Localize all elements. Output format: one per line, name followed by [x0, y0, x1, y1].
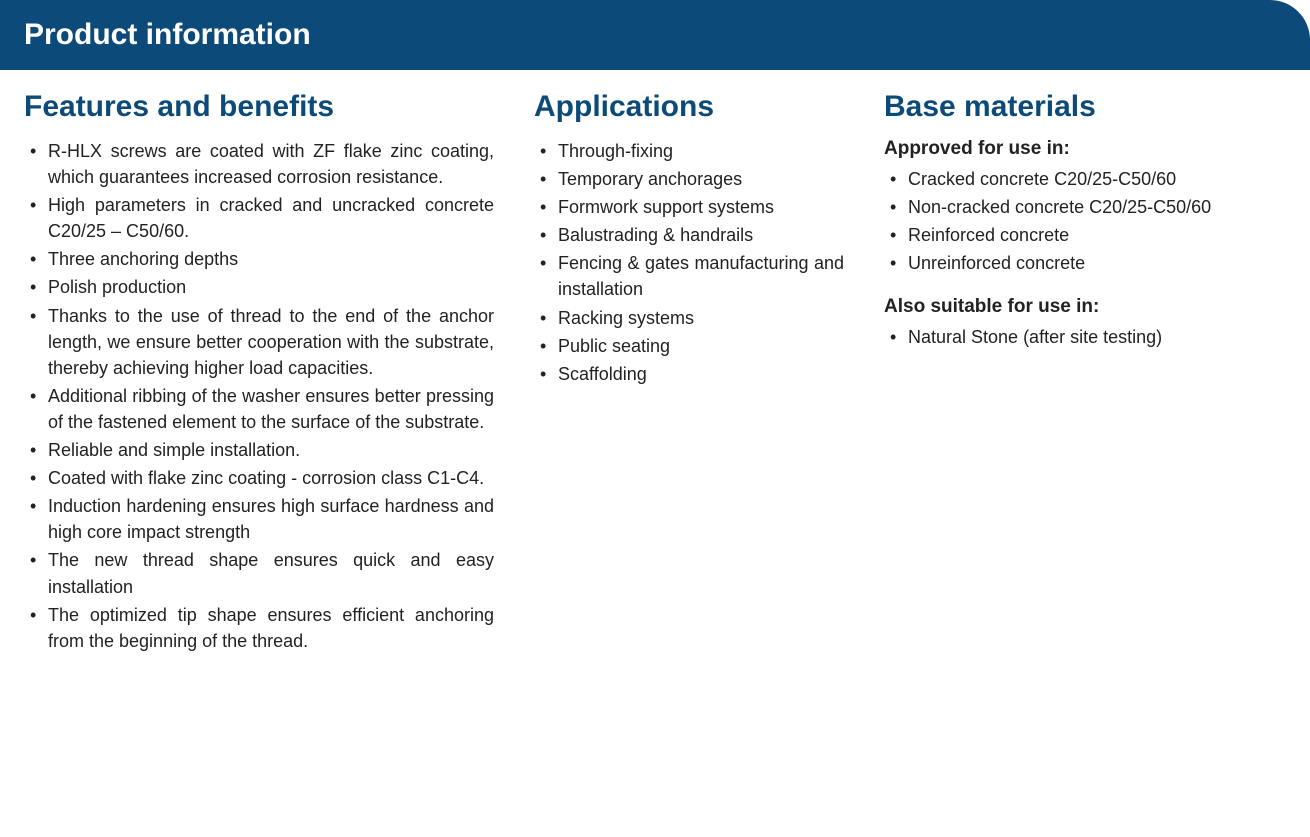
- list-item: Scaffolding: [534, 361, 844, 387]
- features-column: Features and benefits R-HLX screws are c…: [24, 90, 494, 656]
- list-item: Formwork support systems: [534, 194, 844, 220]
- approved-list: Cracked concrete C20/25-C50/60 Non-crack…: [884, 166, 1224, 276]
- list-item: R-HLX screws are coated with ZF flake zi…: [24, 138, 494, 190]
- list-item: Three anchoring depths: [24, 246, 494, 272]
- list-item: Unreinforced concrete: [884, 250, 1224, 276]
- list-item: Natural Stone (after site te­sting): [884, 324, 1224, 350]
- list-item: The new thread shape ensures quick and e…: [24, 547, 494, 599]
- approved-label: Approved for use in:: [884, 138, 1224, 160]
- list-item: Reinforced concrete: [884, 222, 1224, 248]
- list-item: Balustrading & handrails: [534, 222, 844, 248]
- list-item: Public seating: [534, 333, 844, 359]
- features-list: R-HLX screws are coated with ZF flake zi…: [24, 138, 494, 654]
- list-item: Induction hardening ensures high surface…: [24, 493, 494, 545]
- header-bar: Product information: [0, 0, 1310, 70]
- base-materials-title: Base materials: [884, 90, 1224, 124]
- list-item: Coated with flake zinc coating - corrosi…: [24, 465, 494, 491]
- list-item: High parameters in cracked and uncracked…: [24, 192, 494, 244]
- list-item: Additional ribbing of the washer ensures…: [24, 383, 494, 435]
- suitable-label: Also suitable for use in:: [884, 296, 1224, 318]
- list-item: Temporary anchorages: [534, 166, 844, 192]
- list-item: Fencing & gates manufactu­ring and insta…: [534, 250, 844, 302]
- applications-column: Applications Through-fixing Temporary an…: [534, 90, 844, 656]
- list-item: Reliable and simple installation.: [24, 437, 494, 463]
- base-materials-column: Base materials Approved for use in: Crac…: [884, 90, 1224, 656]
- applications-title: Applications: [534, 90, 844, 124]
- list-item: Thanks to the use of thread to the end o…: [24, 303, 494, 381]
- list-item: Through-fixing: [534, 138, 844, 164]
- list-item: Polish production: [24, 274, 494, 300]
- applications-list: Through-fixing Temporary anchorages Form…: [534, 138, 844, 387]
- header-title: Product information: [24, 18, 311, 51]
- content-area: Features and benefits R-HLX screws are c…: [0, 70, 1310, 676]
- list-item: The optimized tip shape ensures efficien…: [24, 602, 494, 654]
- list-item: Racking systems: [534, 305, 844, 331]
- list-item: Cracked concrete C20/25-C50/60: [884, 166, 1224, 192]
- list-item: Non-cracked concrete C20/25-C50/60: [884, 194, 1224, 220]
- suitable-list: Natural Stone (after site te­sting): [884, 324, 1224, 350]
- features-title: Features and benefits: [24, 90, 494, 124]
